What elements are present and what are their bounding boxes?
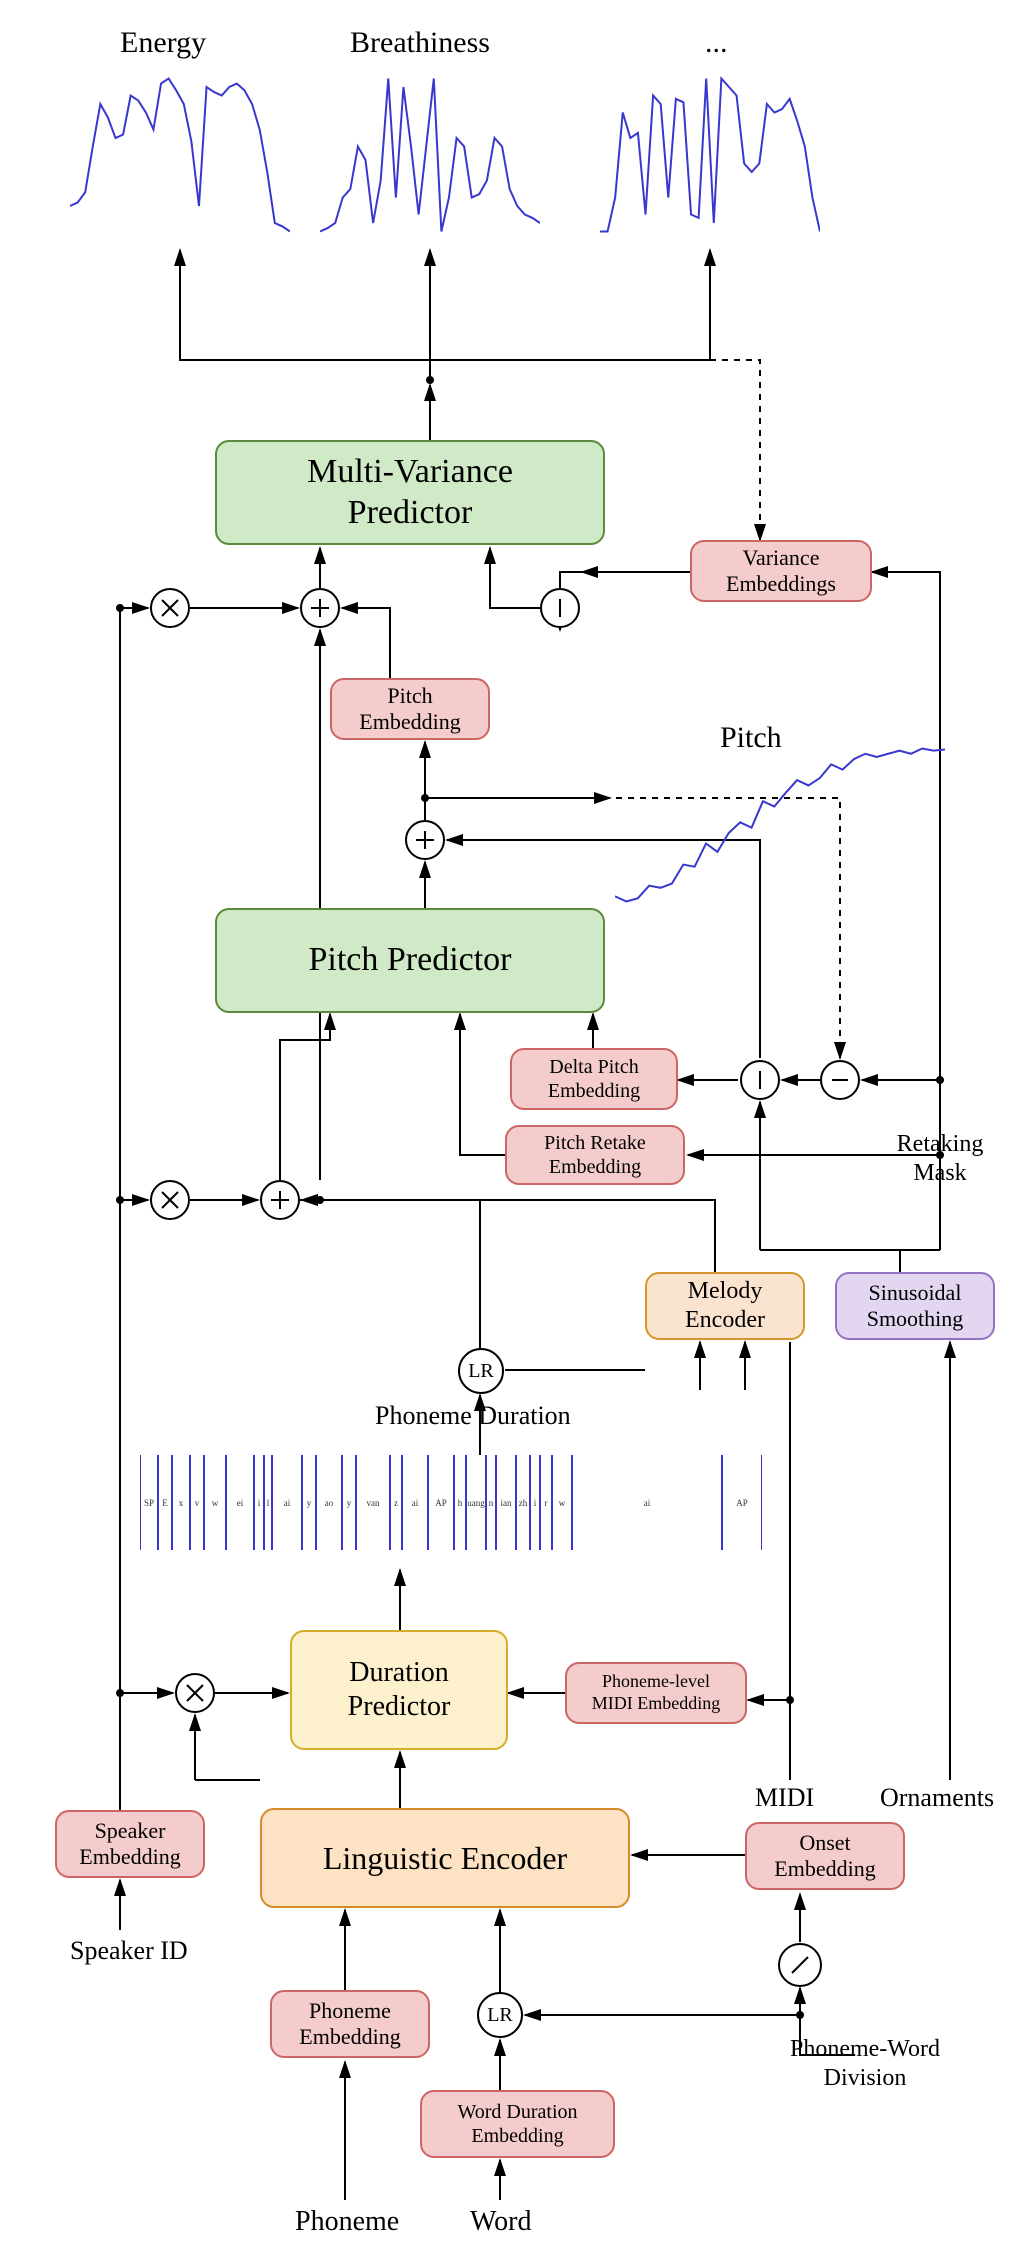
midi-label: MIDI [755, 1782, 814, 1813]
sin-smooth-block: Sinusoidal Smoothing [835, 1272, 995, 1340]
duration-predictor-block: Duration Predictor [290, 1630, 508, 1750]
lr-text-2: LR [487, 2004, 513, 2027]
ornaments-label: Ornaments [880, 1782, 994, 1813]
div-op [778, 1943, 822, 1987]
word-input-label: Word [470, 2205, 532, 2239]
sub-op-1 [540, 588, 580, 628]
variance-emb-block: Variance Embeddings [690, 540, 872, 602]
phoneme-input-label: Phoneme [295, 2205, 399, 2239]
pw-div-label: Phoneme-Word Division [755, 2035, 975, 2093]
phoneme-emb-block: Phoneme Embedding [270, 1990, 430, 2058]
mvp-block: Multi-Variance Predictor [215, 440, 605, 545]
mult-op-2 [150, 1180, 190, 1220]
delta-pitch-block: Delta Pitch Embedding [510, 1048, 678, 1110]
melody-encoder-block: Melody Encoder [645, 1272, 805, 1340]
lr-circle-1: LR [458, 1348, 504, 1394]
add-op-1 [300, 588, 340, 628]
energy-label: Energy [120, 25, 206, 61]
word-dur-emb-block: Word Duration Embedding [420, 2090, 615, 2158]
pitch-signal [615, 740, 945, 910]
energy-signal [70, 70, 290, 240]
onset-emb-block: Onset Embedding [745, 1822, 905, 1890]
etc-signal [600, 70, 820, 240]
speaker-id-label: Speaker ID [70, 1935, 188, 1966]
pitch-emb-block: Pitch Embedding [330, 678, 490, 740]
pitch-retake-block: Pitch Retake Embedding [505, 1125, 685, 1185]
etc-label: ... [705, 25, 728, 61]
lr-text-1: LR [468, 1360, 494, 1383]
lr-circle-2: LR [477, 1992, 523, 2038]
sub-op-3 [820, 1060, 860, 1100]
pitch-predictor-block: Pitch Predictor [215, 908, 605, 1013]
breathiness-signal [320, 70, 540, 240]
add-op-3 [260, 1180, 300, 1220]
sub-op-2 [740, 1060, 780, 1100]
mult-op-3 [175, 1673, 215, 1713]
phoneme-vis: SPExvweiilaiyaoyvanzaiAPhuangnianzhirwai… [140, 1455, 860, 1550]
phoneme-duration-label: Phoneme Duration [375, 1400, 571, 1431]
ling-encoder-block: Linguistic Encoder [260, 1808, 630, 1908]
mult-op-1 [150, 588, 190, 628]
speaker-emb-block: Speaker Embedding [55, 1810, 205, 1878]
retaking-mask-label: Retaking Mask [880, 1130, 1000, 1188]
breathiness-label: Breathiness [350, 25, 490, 61]
add-op-2 [405, 820, 445, 860]
midi-emb-block: Phoneme-level MIDI Embedding [565, 1662, 747, 1724]
